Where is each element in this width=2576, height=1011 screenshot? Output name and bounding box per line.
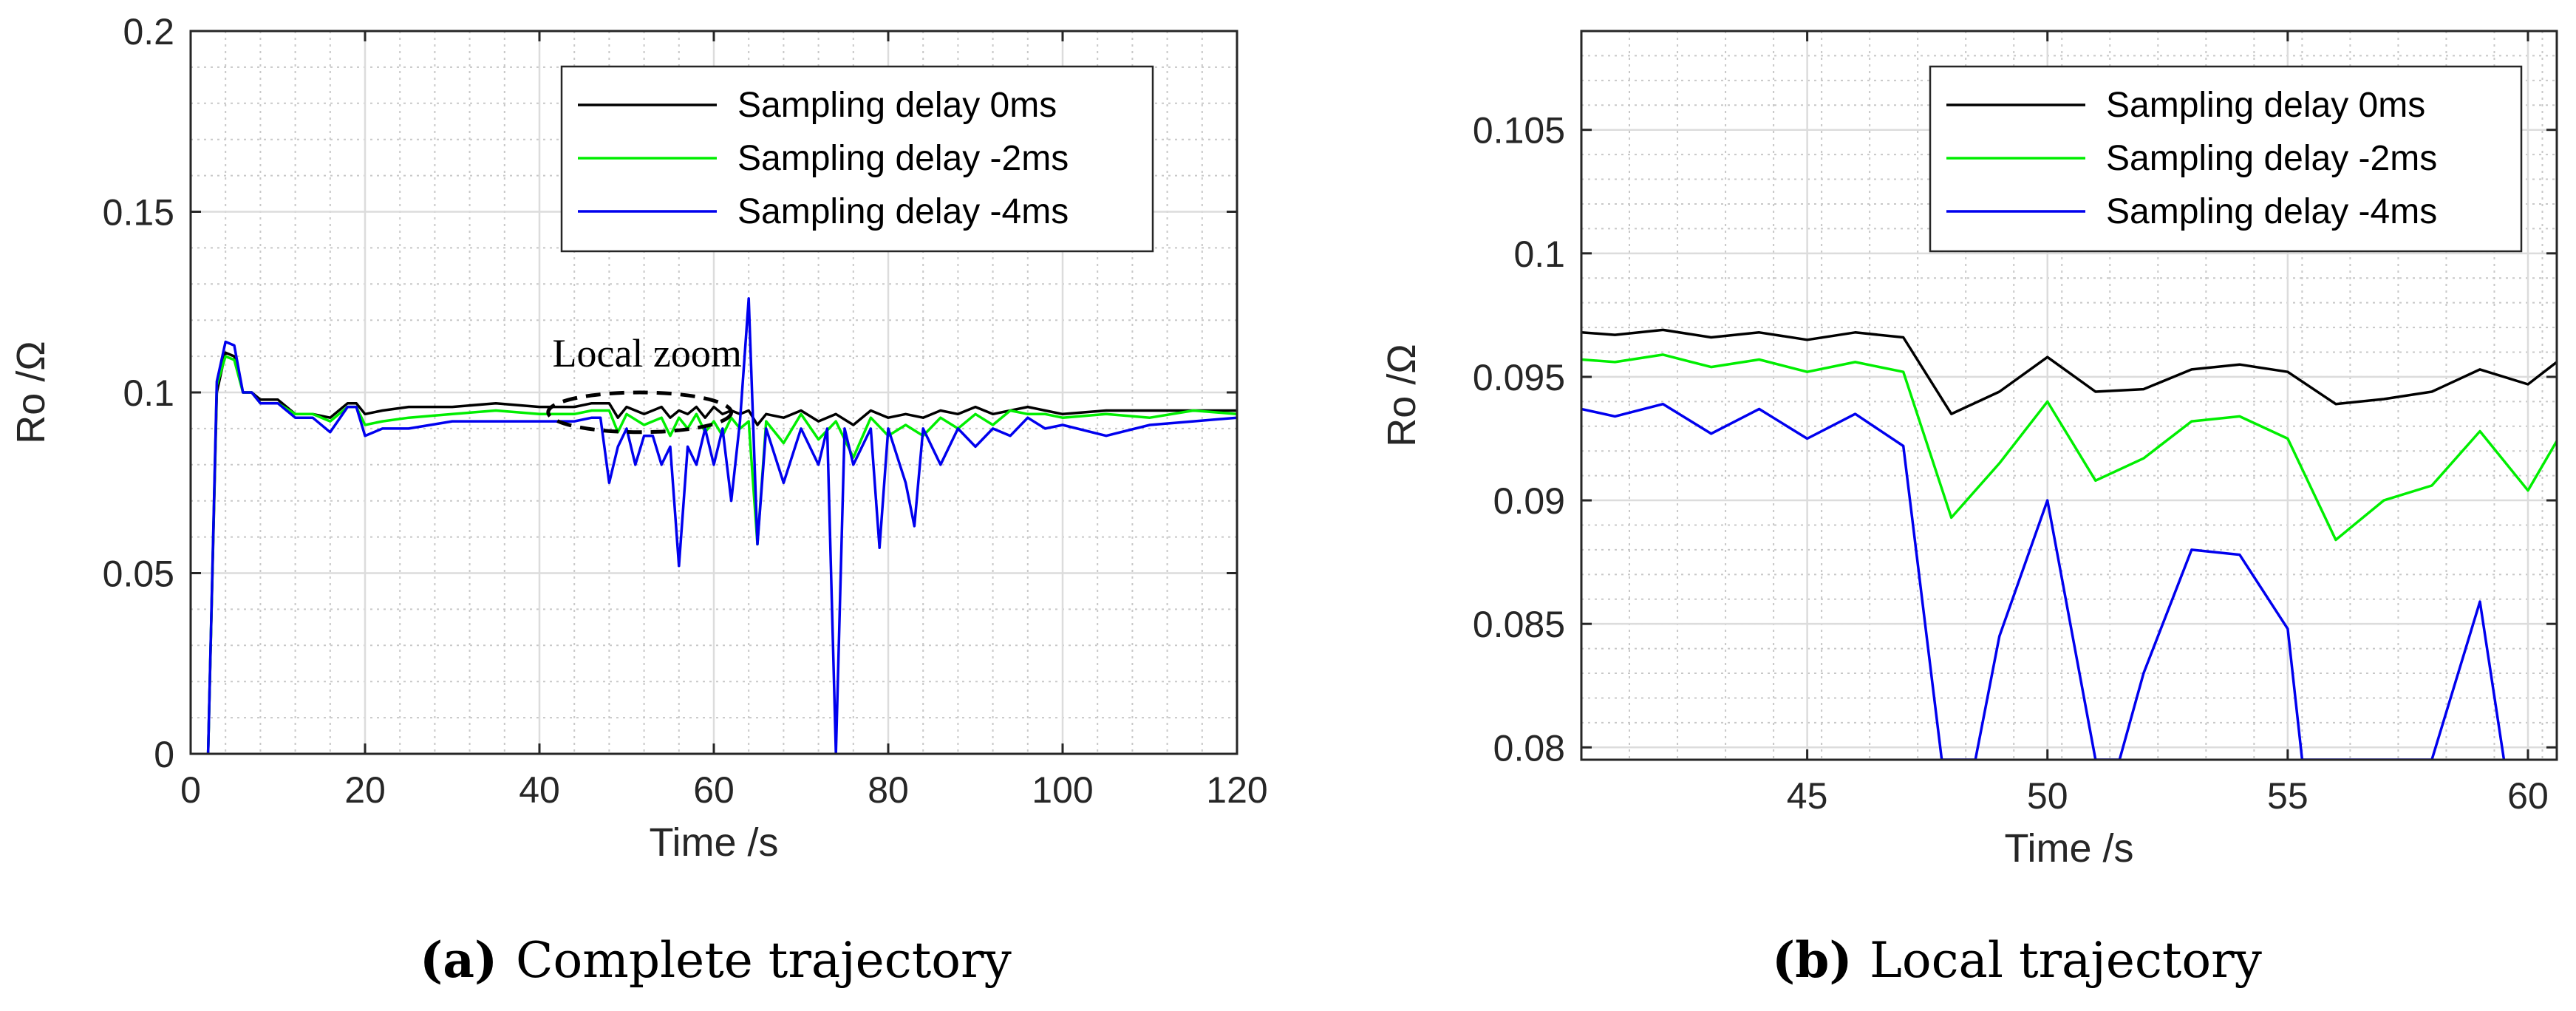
- series-line-minus-2ms: [206, 355, 1237, 754]
- y-tick-label: 0.15: [103, 192, 174, 234]
- legend-label: Sampling delay -4ms: [2106, 192, 2437, 231]
- caption-letter-b: (b): [1772, 931, 1853, 989]
- y-tick-label: 0.095: [1473, 357, 1565, 398]
- caption-text-a: Complete trajectory: [516, 932, 1012, 989]
- y-tick-label: 0: [154, 734, 174, 775]
- x-axis-label-b: Time /s: [2005, 826, 2134, 871]
- x-tick-label: 40: [519, 769, 560, 811]
- chart-panel-a: Local zoom 0 20 40 60 80 100 120 0 0.05 0.1 0.15 0.…: [9, 11, 1268, 989]
- legend-b: Sampling delay 0ms Sampling delay -2ms Sam…: [1929, 65, 2523, 253]
- local-zoom-label: Local zoom: [552, 331, 741, 375]
- x-tick-label: 20: [344, 769, 386, 811]
- x-tick-label: 80: [868, 769, 909, 811]
- ticks-a: 0 20 40 60 80 100 120 0 0.05 0.1 0.15 0.2: [103, 11, 1268, 811]
- chart-panel-b: 45 50 55 60 0.08 0.085 0.09 0.095 0.1 0.105 Time …: [1380, 30, 2558, 989]
- x-tick-label: 120: [1206, 769, 1267, 811]
- x-tick-label: 55: [2267, 775, 2308, 817]
- series-group-b: [1581, 328, 2557, 760]
- legend-label: Sampling delay 0ms: [737, 86, 1057, 125]
- overlay-a: Local zoom: [546, 331, 742, 435]
- y-axis-label-b: Ro /Ω: [1380, 344, 1424, 446]
- y-tick-label: 0.2: [123, 11, 174, 52]
- series-line-minus-4ms: [1581, 402, 2506, 760]
- ticks-b: 45 50 55 60 0.08 0.085 0.09 0.095 0.1 0.105: [1473, 31, 2557, 817]
- caption-letter-a: (a): [420, 931, 497, 989]
- series-line-minus-2ms: [1581, 353, 2557, 542]
- x-tick-label: 100: [1032, 769, 1093, 811]
- legend-label: Sampling delay -4ms: [737, 192, 1069, 231]
- x-tick-label: 60: [2507, 775, 2549, 817]
- y-tick-label: 0.09: [1493, 480, 1565, 522]
- series-line-minus-4ms: [206, 297, 1237, 754]
- y-tick-label: 0.085: [1473, 604, 1565, 645]
- x-tick-label: 50: [2027, 775, 2068, 817]
- series-line-0ms: [1581, 328, 2557, 415]
- legend-label: Sampling delay 0ms: [2106, 86, 2425, 125]
- legend-label: Sampling delay -2ms: [2106, 139, 2437, 178]
- axes-frame-b: [1580, 30, 2558, 761]
- series-group-a: [206, 297, 1237, 754]
- series-line-0ms: [206, 351, 1237, 754]
- legend-a: Sampling delay 0ms Sampling delay -2ms Sam…: [560, 65, 1154, 253]
- y-tick-label: 0.05: [103, 554, 174, 595]
- local-zoom-ellipse: [546, 390, 734, 435]
- x-tick-label: 0: [180, 769, 201, 811]
- caption-text-b: Local trajectory: [1870, 932, 2263, 989]
- y-tick-label: 0.105: [1473, 110, 1565, 152]
- y-tick-label: 0.1: [1513, 234, 1565, 275]
- x-tick-label: 60: [693, 769, 735, 811]
- y-tick-label: 0.08: [1493, 727, 1565, 769]
- x-tick-label: 45: [1787, 775, 1828, 817]
- y-tick-label: 0.1: [123, 372, 174, 414]
- legend-label: Sampling delay -2ms: [737, 139, 1069, 178]
- x-axis-label-a: Time /s: [650, 820, 779, 865]
- y-axis-label-a: Ro /Ω: [9, 341, 53, 443]
